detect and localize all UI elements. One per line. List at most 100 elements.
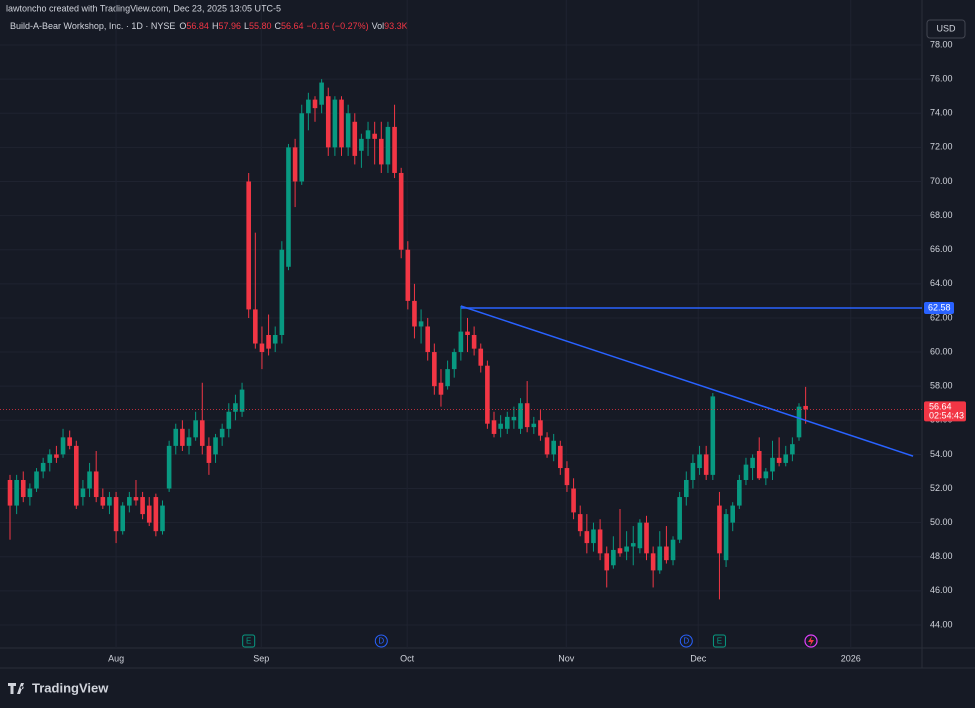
candle-body xyxy=(27,488,33,498)
y-tick-label: 66.00 xyxy=(930,244,953,254)
legend-label: O xyxy=(179,21,186,31)
candle-body xyxy=(272,335,278,344)
symbol-title: Build-A-Bear Workshop, Inc. · 1D · NYSE xyxy=(10,21,175,31)
currency-label[interactable]: USD xyxy=(936,23,956,33)
candle-body xyxy=(412,300,417,327)
candle-body xyxy=(186,437,192,446)
candle-body xyxy=(34,471,39,489)
candle-body xyxy=(518,403,523,429)
candle-body xyxy=(146,505,152,523)
candle-body xyxy=(74,445,79,506)
candle-body xyxy=(219,428,225,438)
candle-body xyxy=(683,479,689,498)
legend-label: Vol xyxy=(372,21,385,31)
event-icon xyxy=(679,634,693,648)
y-tick-label: 52.00 xyxy=(930,483,953,493)
brand-name: TradingView xyxy=(32,680,109,695)
candle-body xyxy=(730,505,736,523)
candle-body xyxy=(199,420,205,446)
event-icon xyxy=(712,634,726,648)
candle-body xyxy=(504,416,510,429)
candle-body xyxy=(657,546,663,571)
candle-body xyxy=(604,553,610,571)
y-tick-label: 50.00 xyxy=(930,517,953,527)
x-tick-label: 2026 xyxy=(841,653,861,663)
brand-logo: TradingView xyxy=(8,680,109,695)
legend-label: C xyxy=(275,21,282,31)
legend-value: 57.96 xyxy=(218,21,241,31)
candle-body xyxy=(372,133,377,139)
legend-change: −0.16 (−0.27%) xyxy=(307,21,369,31)
candle-body xyxy=(54,454,59,458)
candle-body xyxy=(345,113,351,148)
earnings-flash-icon xyxy=(804,634,818,648)
candle-body xyxy=(723,514,729,561)
candle-body xyxy=(339,99,344,148)
candle-body xyxy=(796,406,802,438)
candle-body xyxy=(465,331,470,336)
candle-body xyxy=(703,454,709,475)
candle-body xyxy=(432,352,437,387)
candle-body xyxy=(630,543,636,547)
y-tick-label: 60.00 xyxy=(930,346,953,356)
event-icon xyxy=(374,634,388,648)
candle-body xyxy=(783,454,789,463)
candle-body xyxy=(425,326,431,353)
candle-body xyxy=(173,428,179,446)
legend-value: 55.80 xyxy=(249,21,272,31)
candle-body xyxy=(617,548,623,554)
candle-body xyxy=(776,457,782,463)
currency-button[interactable] xyxy=(926,19,966,39)
candle-body xyxy=(299,113,305,182)
y-tick-label: 74.00 xyxy=(930,108,953,118)
candle-body xyxy=(392,126,397,173)
candle-body xyxy=(259,343,265,353)
candle-body xyxy=(378,138,384,165)
candle-body xyxy=(485,365,490,424)
candle-body xyxy=(591,529,596,544)
candle-body xyxy=(253,309,258,344)
event-marker: E xyxy=(242,634,256,648)
candle-body xyxy=(445,369,450,387)
candle-body xyxy=(670,539,676,561)
candle-body xyxy=(790,444,795,455)
x-tick-label: Oct xyxy=(400,653,415,663)
candle-body xyxy=(325,96,331,148)
candle-body xyxy=(637,522,643,549)
x-tick-label: Sep xyxy=(253,653,269,663)
candle-body xyxy=(524,403,530,428)
candle-body xyxy=(239,389,245,412)
candle-body xyxy=(319,82,324,105)
candle-body xyxy=(7,479,13,506)
last-price-label: 56.64 xyxy=(929,402,952,412)
candle-body xyxy=(14,479,19,506)
y-tick-label: 44.00 xyxy=(930,619,953,629)
candle-body xyxy=(564,468,570,486)
candle-body xyxy=(650,553,656,571)
y-tick-label: 64.00 xyxy=(930,278,953,288)
candle-body xyxy=(127,497,132,506)
candle-body xyxy=(133,497,139,501)
candle-body xyxy=(365,130,371,139)
candle-body xyxy=(750,457,755,469)
y-tick-label: 54.00 xyxy=(930,449,953,459)
candle-body xyxy=(770,457,775,472)
candle-body xyxy=(107,497,112,506)
candle-body xyxy=(763,471,769,479)
candle-body xyxy=(597,529,603,554)
candle-body xyxy=(697,454,702,469)
candle-body xyxy=(491,420,497,434)
candle-body xyxy=(80,488,86,498)
horizontal-line-label: 62.58 xyxy=(928,302,951,312)
candle-body xyxy=(584,531,590,544)
event-label: E xyxy=(246,637,251,646)
candle-body xyxy=(385,126,391,165)
horizontal-line-tag xyxy=(924,302,954,315)
candle-body xyxy=(266,335,271,349)
y-tick-label: 68.00 xyxy=(930,210,953,220)
candle-body xyxy=(279,249,285,336)
candle-body xyxy=(359,138,364,151)
event-icon xyxy=(242,634,256,648)
